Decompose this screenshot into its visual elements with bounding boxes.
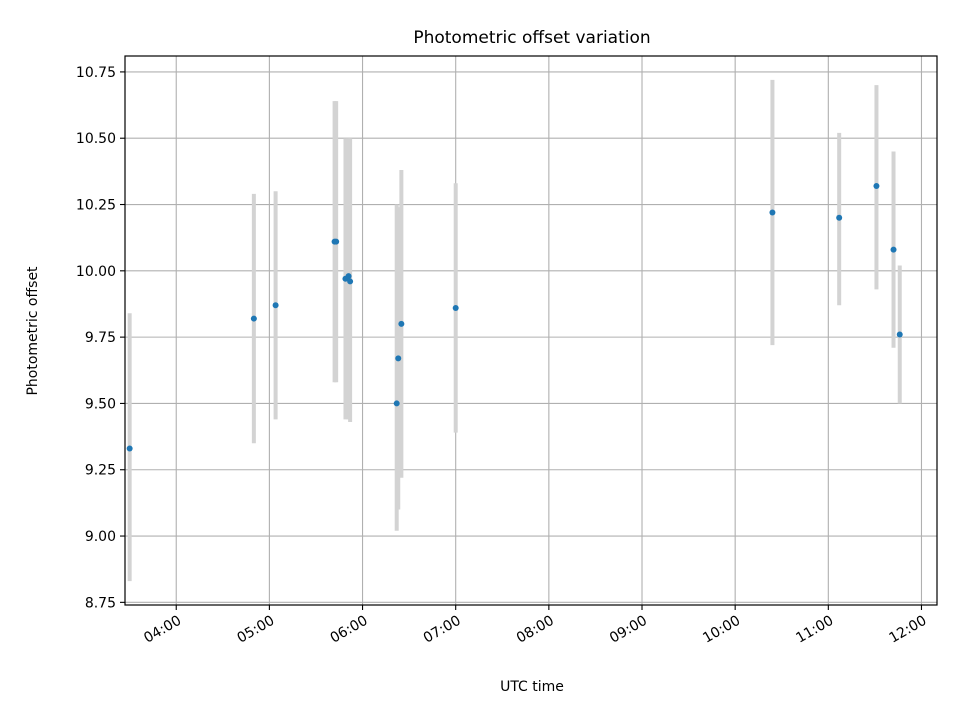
x-axis-ticks: 04:00 05:00 06:00 07:00 08:00 09:00 10:00 11:00… [141, 605, 929, 647]
data-point [347, 278, 354, 285]
data-point [126, 445, 133, 452]
y-tick-label: 10.25 [76, 198, 116, 214]
data-point [873, 182, 880, 189]
data-point [395, 355, 402, 362]
data-points [126, 182, 903, 452]
y-tick-label: 9.75 [85, 330, 116, 346]
plot-frame [124, 55, 938, 606]
x-tick-label: 09:00 [607, 613, 650, 647]
x-tick-label: 05:00 [234, 613, 277, 647]
x-tick-label: 04:00 [141, 613, 184, 647]
data-point [250, 315, 257, 322]
x-tick-label: 07:00 [421, 613, 464, 647]
y-tick-label: 8.75 [85, 595, 116, 611]
data-point [896, 331, 903, 338]
data-point [345, 273, 352, 280]
grid [125, 56, 937, 605]
y-axis-ticks: 8.75 9.00 9.25 9.50 9.75 10.00 10.25 10.50 10.75 [76, 65, 125, 611]
y-tick-label: 10.50 [76, 131, 116, 147]
x-axis-label: UTC time [500, 679, 564, 695]
y-tick-label: 9.00 [85, 529, 116, 545]
chart-title: Photometric offset variation [413, 28, 650, 48]
data-point [333, 238, 340, 245]
data-point [452, 304, 459, 311]
y-tick-label: 10.75 [76, 65, 116, 81]
data-point [769, 209, 776, 216]
error-bars [127, 79, 902, 582]
x-tick-label: 11:00 [793, 613, 836, 647]
x-tick-label: 08:00 [514, 613, 557, 647]
y-axis-label: Photometric offset [25, 266, 41, 396]
x-tick-label: 10:00 [700, 613, 743, 647]
data-point [836, 214, 843, 221]
data-point [393, 400, 400, 407]
y-tick-label: 10.00 [76, 264, 116, 280]
y-tick-label: 9.25 [85, 463, 116, 479]
x-tick-label: 12:00 [887, 613, 930, 647]
y-tick-label: 9.50 [85, 396, 116, 412]
x-tick-label: 06:00 [328, 613, 371, 647]
data-point [398, 320, 405, 327]
data-point [272, 302, 279, 309]
data-point [890, 246, 897, 253]
